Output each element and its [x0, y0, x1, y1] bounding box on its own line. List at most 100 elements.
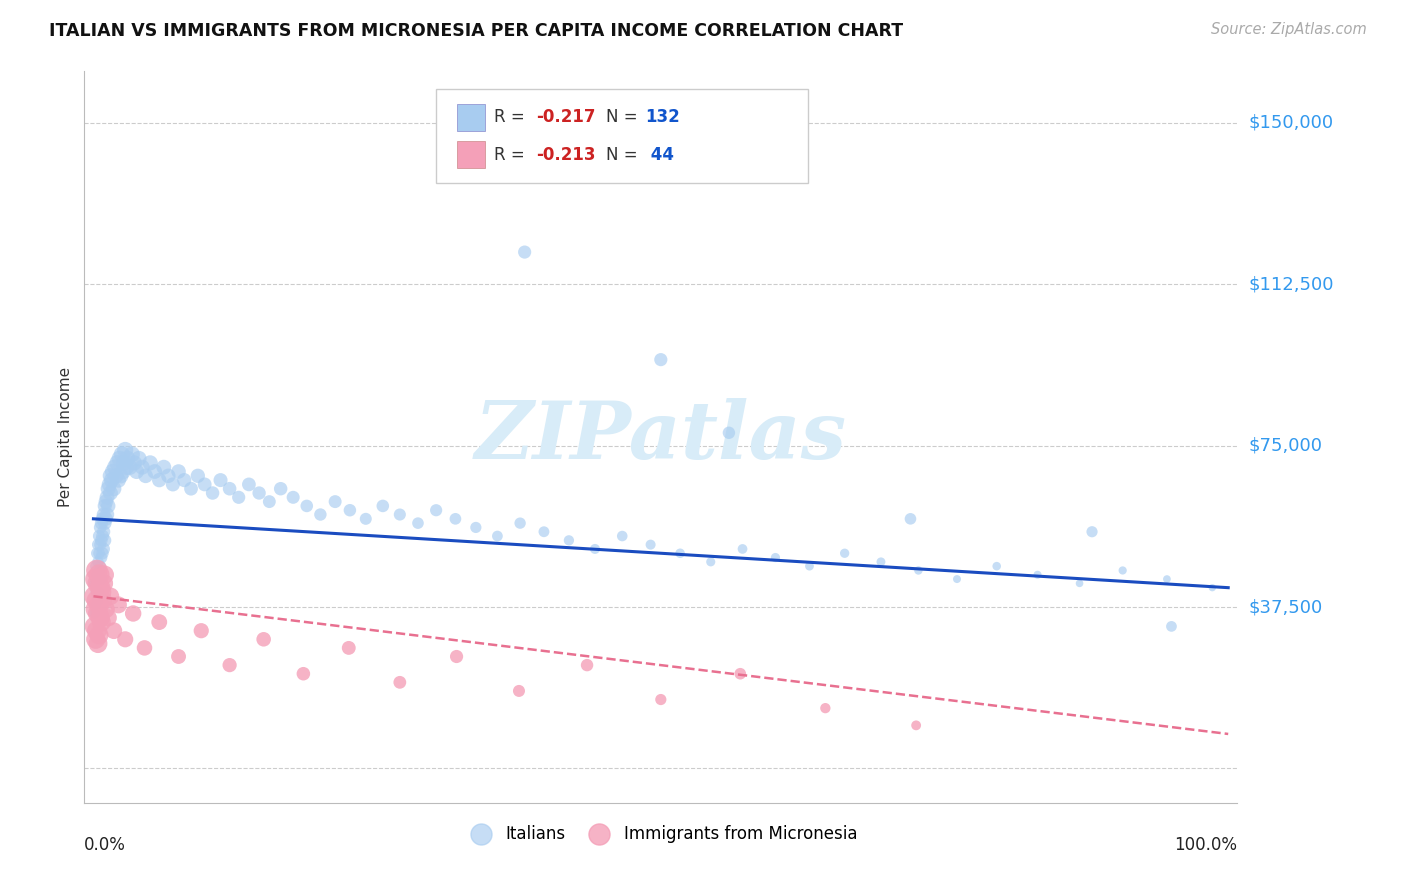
Point	[122, 607, 145, 621]
Point	[190, 624, 212, 638]
Point	[87, 572, 110, 586]
Point	[1069, 576, 1091, 591]
Point	[1026, 567, 1049, 582]
Text: -0.213: -0.213	[536, 145, 595, 163]
Point	[107, 473, 129, 487]
Point	[425, 503, 447, 517]
Point	[986, 559, 1008, 574]
Point	[114, 442, 136, 457]
Point	[87, 546, 110, 560]
Point	[354, 512, 377, 526]
Point	[1156, 572, 1178, 586]
Point	[90, 516, 112, 530]
Point	[84, 559, 107, 574]
Point	[576, 658, 599, 673]
Point	[388, 508, 411, 522]
Point	[112, 456, 135, 470]
Point	[218, 482, 240, 496]
Point	[84, 585, 107, 599]
Point	[700, 555, 723, 569]
Point	[86, 546, 108, 560]
Point	[907, 564, 929, 578]
Point	[86, 589, 108, 603]
Point	[612, 529, 634, 543]
Point	[87, 628, 110, 642]
Point	[90, 572, 112, 586]
Point	[558, 533, 581, 548]
Point	[131, 460, 153, 475]
Point	[118, 460, 141, 475]
Point	[111, 465, 134, 479]
Text: -0.217: -0.217	[536, 109, 595, 127]
Point	[201, 486, 224, 500]
Point	[247, 486, 270, 500]
Point	[105, 456, 128, 470]
Point	[533, 524, 555, 539]
Point	[84, 598, 107, 612]
Point	[125, 465, 148, 479]
Text: 44: 44	[645, 145, 675, 163]
Point	[728, 666, 751, 681]
Point	[93, 576, 115, 591]
Point	[94, 494, 117, 508]
Point	[87, 538, 110, 552]
Point	[111, 447, 134, 461]
Point	[103, 624, 125, 638]
Point	[93, 541, 115, 556]
Point	[143, 465, 166, 479]
Point	[94, 602, 117, 616]
Point	[124, 456, 146, 470]
Point	[371, 499, 394, 513]
Point	[87, 555, 110, 569]
Point	[583, 541, 606, 556]
Point	[446, 649, 468, 664]
Point	[464, 520, 486, 534]
Point	[128, 451, 150, 466]
Point	[89, 611, 111, 625]
Point	[139, 456, 162, 470]
Point	[83, 619, 105, 633]
Point	[105, 468, 128, 483]
Point	[339, 503, 361, 517]
Point	[93, 524, 115, 539]
Point	[173, 473, 195, 487]
Point	[1111, 564, 1133, 578]
Point	[90, 533, 112, 548]
Point	[100, 468, 122, 483]
Point	[97, 611, 120, 625]
Point	[167, 649, 190, 664]
Point	[117, 451, 139, 466]
Point	[388, 675, 411, 690]
Point	[86, 567, 108, 582]
Point	[486, 529, 509, 543]
Point	[100, 589, 122, 603]
Point	[114, 632, 136, 647]
Point	[731, 541, 754, 556]
Point	[292, 666, 315, 681]
Point	[669, 546, 692, 560]
Point	[86, 564, 108, 578]
Point	[765, 550, 787, 565]
Point	[253, 632, 276, 647]
Point	[84, 602, 107, 616]
Point	[91, 546, 114, 560]
Point	[513, 245, 536, 260]
Point	[148, 615, 170, 629]
Point	[84, 632, 107, 647]
Text: ZIPatlas: ZIPatlas	[475, 399, 846, 475]
Point	[1201, 581, 1223, 595]
Text: Source: ZipAtlas.com: Source: ZipAtlas.com	[1211, 22, 1367, 37]
Point	[97, 499, 120, 513]
Point	[90, 550, 112, 565]
Point	[93, 508, 115, 522]
Point	[86, 593, 108, 607]
Point	[89, 559, 111, 574]
Point	[100, 486, 122, 500]
Point	[814, 701, 837, 715]
Text: 100.0%: 100.0%	[1174, 836, 1237, 854]
Point	[508, 684, 530, 698]
Point	[101, 465, 124, 479]
Point	[309, 508, 332, 522]
Point	[509, 516, 531, 530]
Point	[148, 473, 170, 487]
